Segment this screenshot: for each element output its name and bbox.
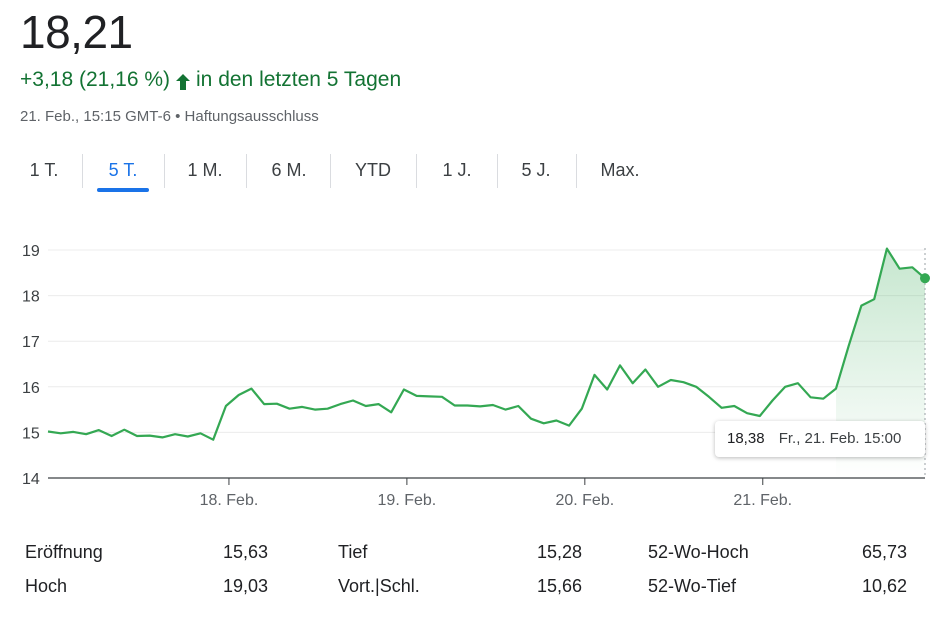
stats-row-2: Hoch 19,03 Vort.|Schl. 15,66 52-Wo-Tief … (0, 572, 949, 600)
x-tick-label: 18. Feb. (200, 492, 259, 509)
tab-label: 1 J. (442, 160, 472, 180)
price-chart: 14 15 16 17 18 19 18. Feb. 19. Feb. 20. Feb. 21. … (22, 243, 930, 509)
wk52-high-label: 52-Wo-Hoch (648, 542, 749, 562)
wk52-low-label: 52-Wo-Tief (648, 576, 737, 596)
tab-label: 5 T. (108, 160, 138, 180)
y-tick-label: 18 (22, 289, 40, 306)
hover-point (920, 273, 930, 284)
tooltip-value: 18,38 (727, 430, 765, 447)
y-tick-label: 14 (22, 471, 40, 488)
x-tick-label: 21. Feb. (733, 492, 792, 509)
tab-label: 5 J. (521, 160, 551, 180)
tab-5-t[interactable]: 5 T. (97, 150, 149, 192)
change-value: +3,18 (21,16 %) (20, 68, 171, 91)
current-price: 18,21 (20, 6, 133, 58)
tooltip-time: Fr., 21. Feb. 15:00 (778, 430, 902, 447)
low-label: Tief (338, 542, 368, 562)
tab-label: YTD (355, 160, 391, 180)
tab-separator (416, 154, 417, 188)
y-tick-label: 19 (22, 243, 40, 260)
tab-separator (330, 154, 331, 188)
y-tick-label: 15 (22, 425, 40, 442)
meta-separator: • (175, 108, 185, 125)
tab-5-j[interactable]: 5 J. (519, 150, 553, 190)
prev-close-value: 15,66 (536, 576, 582, 596)
wk52-low-value: 10,62 (861, 576, 907, 596)
tab-ytd[interactable]: YTD (351, 150, 395, 190)
stats-row-1: Eröffnung 15,63 Tief 15,28 52-Wo-Hoch 65… (0, 538, 949, 566)
tab-1-t[interactable]: 1 T. (26, 150, 62, 190)
tab-separator (576, 154, 577, 188)
change-period: in den letzten 5 Tagen (196, 68, 402, 91)
y-tick-label: 16 (22, 380, 40, 397)
price-change: +3,18 (21,16 %) in den letzten 5 Tagen (20, 66, 401, 94)
tab-separator (246, 154, 247, 188)
quote-meta: 21. Feb., 15:15 GMT-6 • Haftungsausschlu… (20, 107, 319, 127)
series-line (47, 247, 926, 441)
tab-separator (497, 154, 498, 188)
tab-1-j[interactable]: 1 J. (440, 150, 474, 190)
disclaimer-link[interactable]: Haftungsausschluss (184, 108, 319, 125)
tab-max[interactable]: Max. (597, 150, 643, 190)
tab-label: 1 M. (187, 160, 223, 180)
y-tick-label: 17 (22, 334, 40, 351)
x-tick-label: 19. Feb. (378, 492, 437, 509)
tab-6-m[interactable]: 6 M. (268, 150, 310, 190)
wk52-high-value: 65,73 (861, 542, 907, 562)
open-value: 15,63 (222, 542, 268, 562)
open-label: Eröffnung (25, 542, 103, 562)
arrow-up-icon (175, 71, 191, 90)
prev-close-label: Vort.|Schl. (338, 576, 420, 596)
high-label: Hoch (25, 576, 68, 596)
chart-tooltip: 18,38 Fr., 21. Feb. 15:00 (715, 421, 925, 457)
tab-separator (82, 154, 83, 188)
x-tick-label: 20. Feb. (555, 492, 614, 509)
area-fill (836, 248, 925, 478)
tab-label: 6 M. (271, 160, 307, 180)
high-value: 19,03 (222, 576, 268, 596)
tab-label: 1 T. (29, 160, 59, 180)
quote-timestamp: 21. Feb., 15:15 GMT-6 (20, 108, 171, 125)
active-tab-indicator (97, 188, 149, 192)
tab-label: Max. (600, 160, 640, 180)
tab-separator (164, 154, 165, 188)
tab-1-m[interactable]: 1 M. (185, 150, 225, 190)
low-value: 15,28 (536, 542, 582, 562)
